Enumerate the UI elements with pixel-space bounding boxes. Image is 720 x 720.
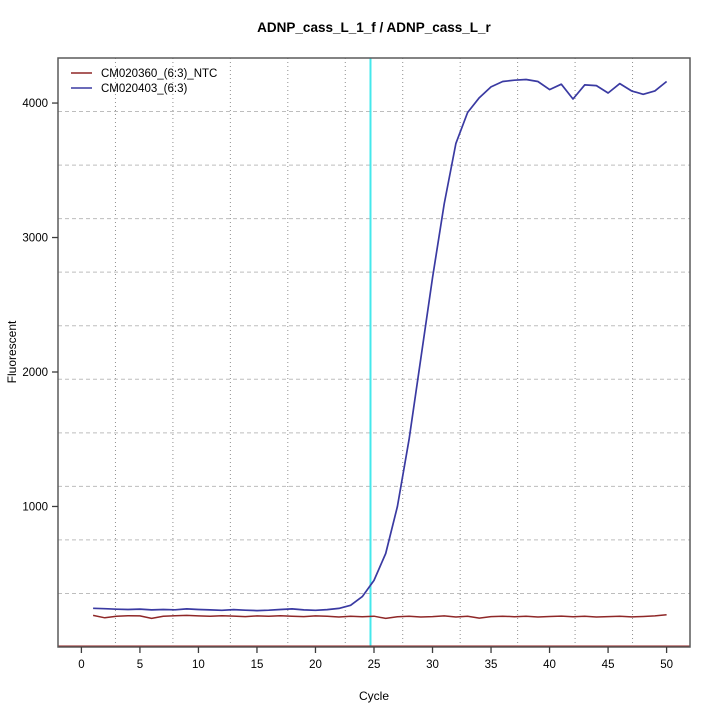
plot-box [57,57,691,648]
x-axis-tick-label: 35 [485,659,498,671]
y-axis-tick-label: 2000 [22,367,48,379]
y-axis-tick-label: 1000 [22,501,48,513]
x-axis-tick-label: 20 [309,659,322,671]
x-axis-tick-label: 30 [426,659,439,671]
x-axis-tick-label: 15 [251,659,264,671]
x-axis-tick-label: 0 [78,659,84,671]
x-axis-tick-label: 40 [543,659,556,671]
axes: 0 5 10 15 20 25 30 35 40 45 50 1000 2000 3000 4000 [22,57,691,671]
grid-lines [58,58,690,647]
x-axis-tick-label: 25 [368,659,381,671]
legend-label-1: CM020403_(6:3) [101,83,187,95]
chart-title: ADNP_cass_L_1_f / ADNP_cass_L_r [257,20,491,35]
x-axis-tick-label: 10 [192,659,205,671]
series-line-sample [93,78,668,612]
x-axis-tick-label: 45 [602,659,615,671]
x-axis-tick-label: 50 [660,659,673,671]
plot-marks [58,58,690,648]
legend: CM020360_(6:3)_NTC CM020403_(6:3) [71,68,217,95]
y-axis-tick-label: 3000 [22,233,48,245]
legend-label-0: CM020360_(6:3)_NTC [101,68,217,80]
y-axis-label: Fluorescent [5,320,19,383]
series-line-ntc [92,613,667,620]
x-axis-tick-label: 5 [137,659,143,671]
y-axis-tick-label: 4000 [22,98,48,110]
x-axis-label: Cycle [359,689,389,703]
